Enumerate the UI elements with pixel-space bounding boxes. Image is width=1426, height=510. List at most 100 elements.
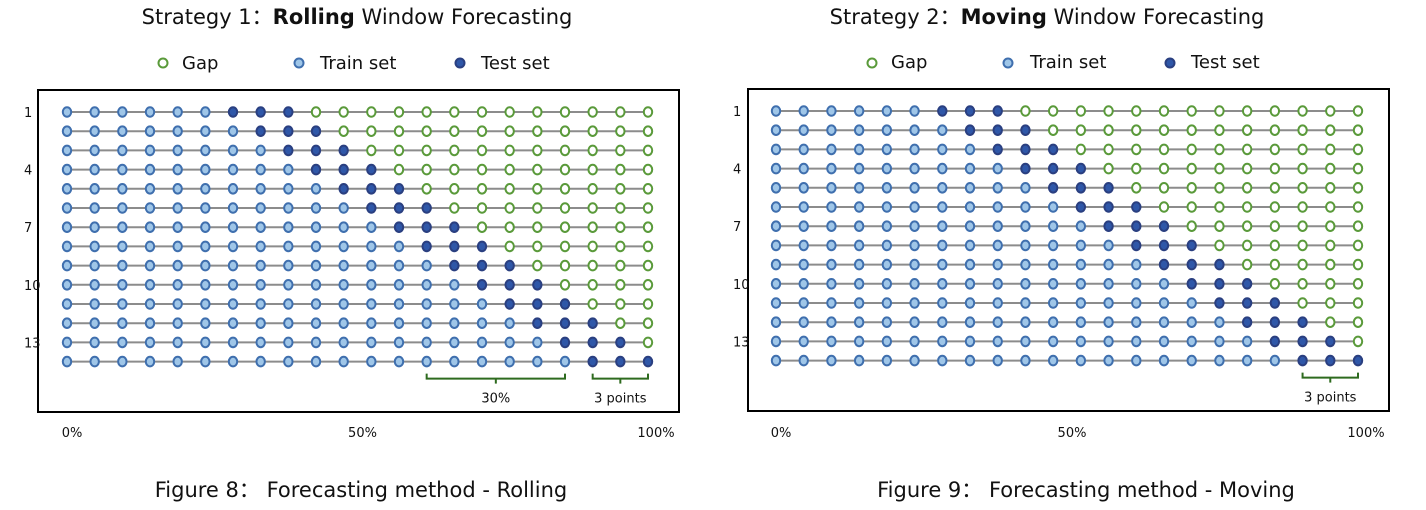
point-gap [1325,124,1336,136]
point-gap [1186,143,1197,156]
point-train [770,162,782,175]
point-gap [1325,220,1336,232]
point-train [798,220,809,232]
y-tick-label: 13 [24,336,41,351]
point-test [615,336,626,349]
point-gap [1131,182,1142,194]
point-test [1214,258,1225,271]
point-gap [1158,201,1170,213]
point-train [227,163,239,176]
point-train [1020,316,1031,329]
point-gap [504,144,515,157]
point-train [255,259,266,272]
point-test [1186,239,1197,252]
point-train [1075,335,1087,348]
point-train [853,162,865,175]
point-train [798,124,809,136]
point-train [117,355,128,368]
point-gap [587,202,598,214]
point-train [992,239,1003,252]
point-train [366,259,377,272]
point-train [117,298,128,310]
point-train [1075,258,1087,271]
point-test [1075,201,1087,213]
point-gap [476,144,488,157]
y-ticks-rolling: 1 4 7 10 13 [24,106,41,351]
point-train [881,162,893,175]
point-train [200,259,211,272]
point-test [937,105,948,117]
point-train [338,240,349,253]
point-train [909,335,920,348]
point-train [881,201,893,213]
point-gap [504,125,515,137]
point-gap [642,240,654,253]
point-train [338,355,349,368]
point-gap [1075,143,1087,156]
point-train [61,163,73,176]
point-gap [559,183,571,195]
point-train [826,162,837,175]
point-train [144,163,156,176]
point-test [587,336,598,349]
point-train [172,144,183,157]
point-gap [1214,182,1225,194]
point-train [1158,316,1170,329]
point-train [1103,239,1114,252]
point-train [449,298,460,310]
point-gap [1325,105,1336,117]
legend-rolling: Gap Train set Test set [157,53,550,74]
point-train [144,183,156,195]
point-train [144,298,156,310]
point-gap [1241,105,1253,117]
point-gap [1241,162,1253,175]
point-gap [1297,220,1308,232]
point-gap [393,144,405,157]
point-test [1352,354,1364,367]
point-gap [587,221,598,233]
point-train [172,125,183,137]
y-ticks-moving: 1 4 7 10 13 [733,105,750,350]
point-train [61,355,73,368]
point-gap [393,106,405,118]
point-gap [1297,201,1308,213]
point-train [992,162,1003,175]
point-test [338,183,349,195]
point-train [853,258,865,271]
point-train [881,239,893,252]
point-train [937,335,948,348]
point-train [798,258,809,271]
point-test [366,163,377,176]
point-gap [587,163,598,176]
point-train [393,317,405,330]
point-test [366,183,377,195]
point-gap [1103,143,1114,156]
point-train [283,279,294,291]
annotations-moving: 3 points [1301,372,1359,406]
point-train [144,317,156,330]
point-train [117,125,128,137]
point-gap [393,125,405,137]
point-gap [449,125,460,137]
point-train [826,124,837,136]
point-train [172,259,183,272]
point-gap [476,202,488,214]
point-test [283,106,294,118]
point-gap [1297,143,1308,156]
point-gap [1214,239,1225,252]
point-test [476,240,488,253]
point-train [1103,297,1114,309]
point-train [227,125,239,137]
point-train [172,279,183,291]
point-gap [1352,258,1364,271]
annotations-rolling: 30% 3 points [425,373,649,407]
point-gap [587,259,598,272]
x-tick-label: 100% [637,426,674,441]
point-train [1020,220,1031,232]
point-train [1131,335,1142,348]
point-train [826,335,837,348]
point-gap [1297,124,1308,136]
x-tick-label: 100% [1347,426,1384,441]
point-train [338,298,349,310]
point-gap [615,298,626,310]
